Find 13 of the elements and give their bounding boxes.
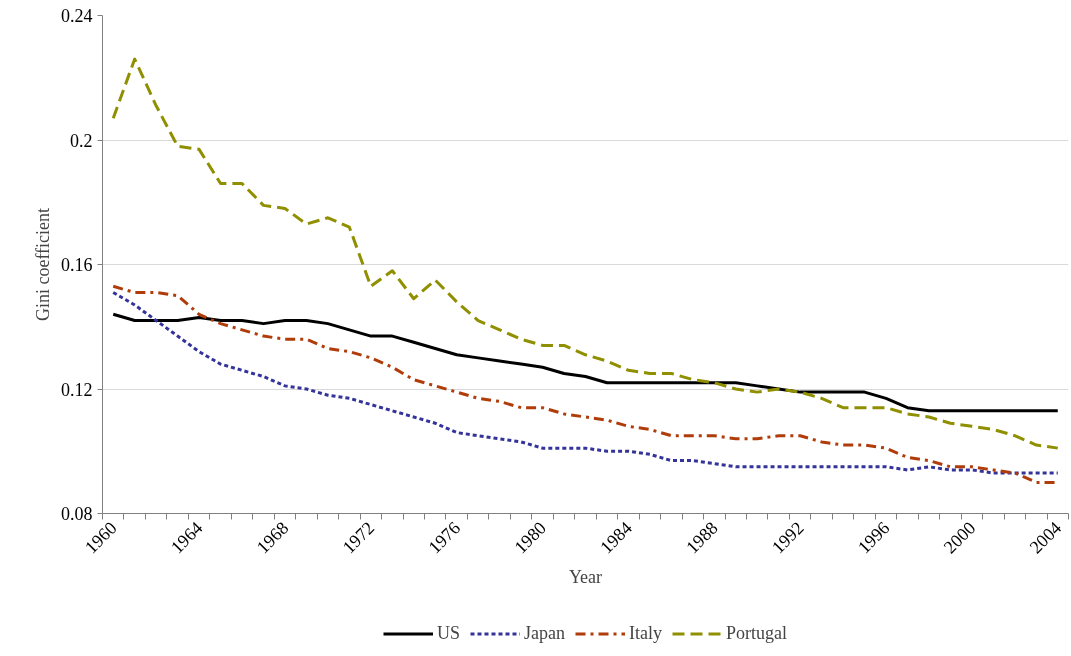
legend-label: Italy <box>629 622 662 644</box>
legend-label: US <box>437 622 461 644</box>
y-tick-label: 0.12 <box>61 379 93 400</box>
legend-label: Japan <box>524 622 565 644</box>
y-axis-title: Gini coefficient <box>33 207 53 322</box>
y-tick-label: 0.24 <box>61 6 93 26</box>
legend-label: Portugal <box>726 622 787 644</box>
y-tick-label: 0.2 <box>70 130 93 151</box>
x-axis-title: Year <box>568 567 603 588</box>
line-series <box>111 312 1060 413</box>
line-series <box>111 57 1060 450</box>
y-tick-label: 0.08 <box>61 504 93 524</box>
y-tick-label: 0.16 <box>61 255 93 275</box>
